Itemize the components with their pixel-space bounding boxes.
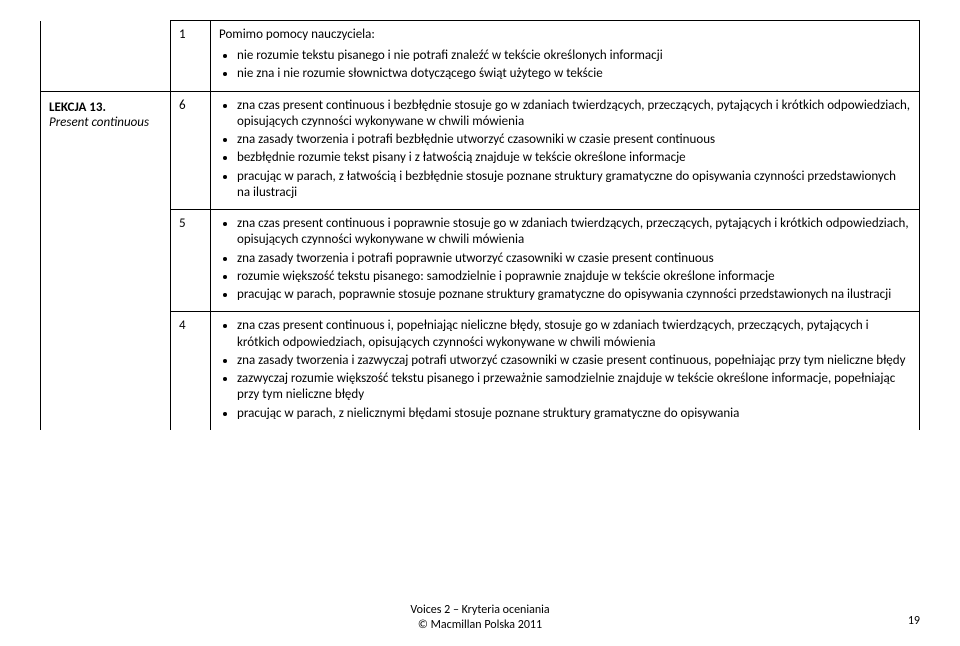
criteria-cell: zna czas present continuous i poprawnie … (211, 210, 920, 312)
bullet-item: zazwyczaj rozumie większość tekstu pisan… (237, 371, 911, 404)
bullet-list: zna czas present continuous i, popełniaj… (219, 318, 911, 422)
intro-text: Pomimo pomocy nauczyciela: (219, 27, 911, 42)
table-row: 1 Pomimo pomocy nauczyciela: nie rozumie… (41, 21, 920, 92)
bullet-list: zna czas present continuous i bezbłędnie… (219, 98, 911, 202)
bullet-item: nie rozumie tekstu pisanego i nie potraf… (237, 48, 911, 64)
score-number: 6 (179, 98, 186, 113)
footer-line-1: Voices 2 – Kryteria oceniania (0, 603, 960, 617)
table-row: 4 zna czas present continuous i, popełni… (41, 312, 920, 430)
table-row: LEKCJA 13. Present continuous 6 zna czas… (41, 91, 920, 210)
bullet-list: zna czas present continuous i poprawnie … (219, 216, 911, 303)
score-number: 5 (179, 216, 186, 231)
lesson-label-cell: LEKCJA 13. Present continuous (41, 91, 171, 430)
criteria-cell: Pomimo pomocy nauczyciela: nie rozumie t… (211, 21, 920, 92)
bullet-item: zna czas present continuous i, popełniaj… (237, 318, 911, 351)
lesson-title: LEKCJA 13. (49, 100, 162, 115)
page-number: 19 (908, 614, 920, 628)
table-row: 5 zna czas present continuous i poprawni… (41, 210, 920, 312)
page-footer: Voices 2 – Kryteria oceniania © Macmilla… (0, 603, 960, 632)
score-number: 1 (179, 27, 186, 42)
bullet-item: rozumie większość tekstu pisanego: samod… (237, 269, 911, 285)
bullet-item: zna czas present continuous i poprawnie … (237, 216, 911, 249)
bullet-item: pracując w parach, z łatwością i bezbłęd… (237, 169, 911, 202)
label-cell-empty (41, 21, 171, 92)
score-cell: 5 (171, 210, 211, 312)
criteria-cell: zna czas present continuous i, popełniaj… (211, 312, 920, 430)
score-number: 4 (179, 318, 186, 333)
bullet-item: zna czas present continuous i bezbłędnie… (237, 98, 911, 131)
bullet-item: pracując w parach, z nielicznymi błędami… (237, 406, 911, 422)
score-cell: 4 (171, 312, 211, 430)
bullet-item: zna zasady tworzenia i potrafi bezbłędni… (237, 132, 911, 148)
score-cell: 1 (171, 21, 211, 92)
bullet-item: zna zasady tworzenia i zazwyczaj potrafi… (237, 353, 911, 369)
score-cell: 6 (171, 91, 211, 210)
criteria-table: 1 Pomimo pomocy nauczyciela: nie rozumie… (40, 20, 920, 430)
bullet-list: nie rozumie tekstu pisanego i nie potraf… (219, 48, 911, 83)
bullet-item: nie zna i nie rozumie słownictwa dotyczą… (237, 66, 911, 82)
criteria-cell: zna czas present continuous i bezbłędnie… (211, 91, 920, 210)
bullet-item: pracując w parach, poprawnie stosuje poz… (237, 287, 911, 303)
bullet-item: zna zasady tworzenia i potrafi poprawnie… (237, 251, 911, 267)
bullet-item: bezbłędnie rozumie tekst pisany i z łatw… (237, 150, 911, 166)
lesson-subtitle: Present continuous (49, 115, 162, 130)
footer-line-2: © Macmillan Polska 2011 (0, 618, 960, 632)
